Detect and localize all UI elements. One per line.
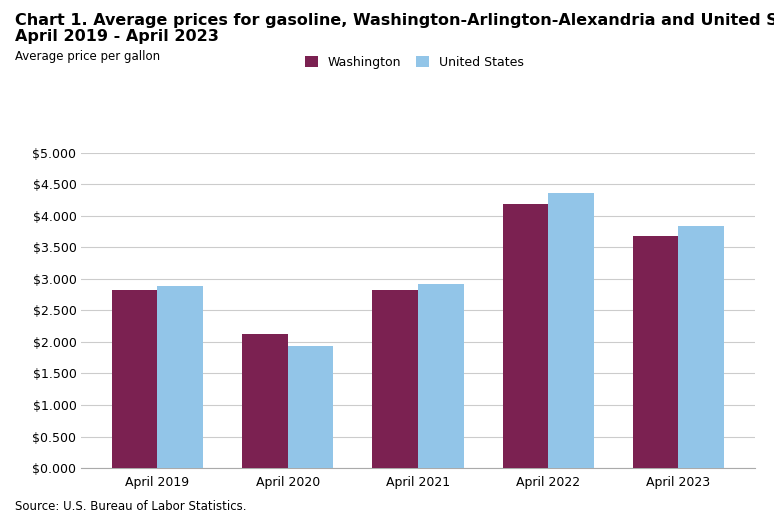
Bar [633,236,679,468]
Bar [242,333,288,468]
Bar [418,285,464,468]
Legend: Washington, United States: Washington, United States [300,51,529,74]
Bar [548,193,594,468]
Text: April 2019 - April 2023: April 2019 - April 2023 [15,29,219,44]
Bar [157,286,203,468]
Bar [288,346,334,468]
Bar [372,290,418,468]
Bar [502,204,548,468]
Text: Chart 1. Average prices for gasoline, Washington-Arlington-Alexandria and United: Chart 1. Average prices for gasoline, Wa… [15,13,774,28]
Bar [679,226,724,468]
Bar [112,290,157,468]
Text: Average price per gallon: Average price per gallon [15,50,161,63]
Text: Source: U.S. Bureau of Labor Statistics.: Source: U.S. Bureau of Labor Statistics. [15,500,247,513]
